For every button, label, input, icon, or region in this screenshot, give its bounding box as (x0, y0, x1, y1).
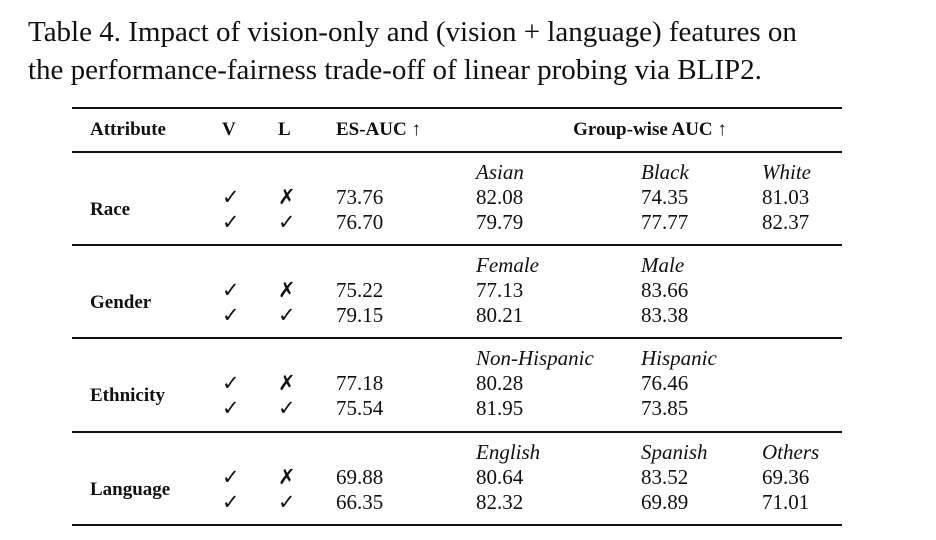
group-auc: 82.37 (762, 210, 810, 234)
top-rule (72, 107, 842, 109)
group-auc: 80.28 (476, 371, 524, 395)
group-rule (72, 431, 842, 433)
group-auc: 81.03 (762, 185, 810, 209)
subgroup: Spanish (641, 440, 708, 464)
group-auc: 74.35 (641, 185, 689, 209)
subgroup: Black (641, 160, 689, 184)
es-auc: 75.54 (336, 396, 384, 420)
header-cell: Attribute (90, 119, 166, 140)
v-flag: ✓ (222, 396, 240, 420)
l-flag: ✗ (278, 371, 296, 395)
group-auc: 81.95 (476, 396, 524, 420)
header-cell: Group-wise AUC ↑ (573, 119, 727, 140)
attribute: Gender (90, 292, 152, 313)
caption-line: Table 4. Impact of vision-only and (visi… (28, 16, 797, 48)
group-auc: 80.21 (476, 303, 524, 327)
header-rule (72, 151, 842, 153)
es-auc: 69.88 (336, 465, 384, 489)
header-cell: ES-AUC ↑ (336, 119, 421, 140)
l-flag: ✗ (278, 185, 296, 209)
group-auc: 76.46 (641, 371, 689, 395)
subgroup: Asian (476, 160, 524, 184)
group-auc: 83.52 (641, 465, 689, 489)
group-auc: 82.32 (476, 490, 524, 514)
attribute: Race (90, 199, 131, 220)
es-auc: 66.35 (336, 490, 384, 514)
group-auc: 71.01 (762, 490, 810, 514)
subgroup: Male (641, 253, 685, 277)
header-cell: L (278, 119, 291, 140)
v-flag: ✓ (222, 490, 240, 514)
l-flag: ✗ (278, 465, 296, 489)
group-auc: 79.79 (476, 210, 524, 234)
l-flag: ✓ (278, 303, 296, 327)
subgroup: English (476, 440, 541, 464)
es-auc: 77.18 (336, 371, 384, 395)
group-auc: 73.85 (641, 396, 689, 420)
attribute: Ethnicity (90, 385, 165, 406)
v-flag: ✓ (222, 465, 240, 489)
bottom-rule (72, 524, 842, 526)
group-auc: 77.13 (476, 278, 524, 302)
subgroup: Female (476, 253, 539, 277)
l-flag: ✓ (278, 210, 296, 234)
attribute: Language (90, 479, 171, 500)
group-auc: 82.08 (476, 185, 524, 209)
v-flag: ✓ (222, 185, 240, 209)
subgroup: White (762, 160, 811, 184)
es-auc: 79.15 (336, 303, 384, 327)
subgroup: Non-Hispanic (476, 346, 594, 370)
group-rule (72, 244, 842, 246)
group-auc: 83.66 (641, 278, 689, 302)
v-flag: ✓ (222, 210, 240, 234)
l-flag: ✗ (278, 278, 296, 302)
caption-line: the performance-fairness trade-off of li… (28, 54, 762, 86)
group-auc: 69.36 (762, 465, 810, 489)
group-auc: 80.64 (476, 465, 524, 489)
group-auc: 83.38 (641, 303, 689, 327)
v-flag: ✓ (222, 371, 240, 395)
v-flag: ✓ (222, 278, 240, 302)
group-auc: 77.77 (641, 210, 689, 234)
group-rule (72, 337, 842, 339)
header-cell: V (222, 119, 236, 140)
subgroup: Hispanic (641, 346, 717, 370)
l-flag: ✓ (278, 396, 296, 420)
subgroup: Others (762, 440, 820, 464)
group-auc: 69.89 (641, 490, 689, 514)
es-auc: 76.70 (336, 210, 384, 234)
es-auc: 73.76 (336, 185, 384, 209)
l-flag: ✓ (278, 490, 296, 514)
es-auc: 75.22 (336, 278, 384, 302)
v-flag: ✓ (222, 303, 240, 327)
